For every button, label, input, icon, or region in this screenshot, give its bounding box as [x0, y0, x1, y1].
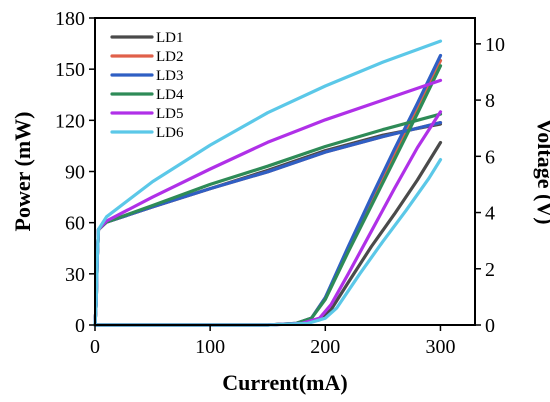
y-tick-label: 30 — [65, 264, 85, 286]
y2-tick-label: 8 — [485, 90, 495, 112]
x-tick-label: 0 — [90, 336, 100, 358]
y2-tick-label: 0 — [485, 315, 495, 337]
y2-tick-label: 2 — [485, 259, 495, 281]
voltage-line-ld5 — [93, 78, 443, 327]
y-axis-title: Power (mW) — [10, 112, 35, 232]
power-line-ld4 — [93, 64, 443, 327]
x-tick-label: 100 — [195, 336, 225, 358]
legend-label-ld1: LD1 — [156, 30, 184, 46]
y2-tick-label: 6 — [485, 146, 495, 168]
legend-label-ld2: LD2 — [156, 49, 184, 65]
voltage-line-ld6 — [93, 39, 443, 327]
plot-frame — [94, 17, 476, 326]
y-tick-label: 180 — [55, 8, 85, 30]
x-axis-title: Current(mA) — [222, 370, 347, 395]
series-lines — [93, 39, 443, 327]
x-tick-label: 200 — [310, 336, 340, 358]
y2-tick-label: 10 — [485, 34, 505, 56]
legend: LD1 LD2 LD3 LD4 LD5 LD6 — [110, 30, 184, 141]
power-line-ld3 — [93, 53, 443, 327]
y-tick-label: 90 — [65, 162, 85, 184]
y2-tick-label: 4 — [485, 203, 495, 225]
y2-axis-title: Voltage (V) — [533, 118, 550, 224]
legend-label-ld6: LD6 — [156, 125, 184, 141]
y-tick-label: 60 — [65, 213, 85, 235]
y-tick-label: 0 — [75, 315, 85, 337]
legend-label-ld5: LD5 — [156, 106, 184, 122]
axis-ticks: 0 100 200 300 0 30 60 90 120 150 180 0 2 4 6 8 10 — [55, 8, 505, 358]
legend-label-ld4: LD4 — [156, 87, 184, 103]
y-tick-label: 120 — [55, 110, 85, 132]
legend-label-ld3: LD3 — [156, 68, 184, 84]
power-line-ld2 — [93, 58, 443, 327]
y-tick-label: 150 — [55, 59, 85, 81]
x-tick-label: 300 — [425, 336, 455, 358]
